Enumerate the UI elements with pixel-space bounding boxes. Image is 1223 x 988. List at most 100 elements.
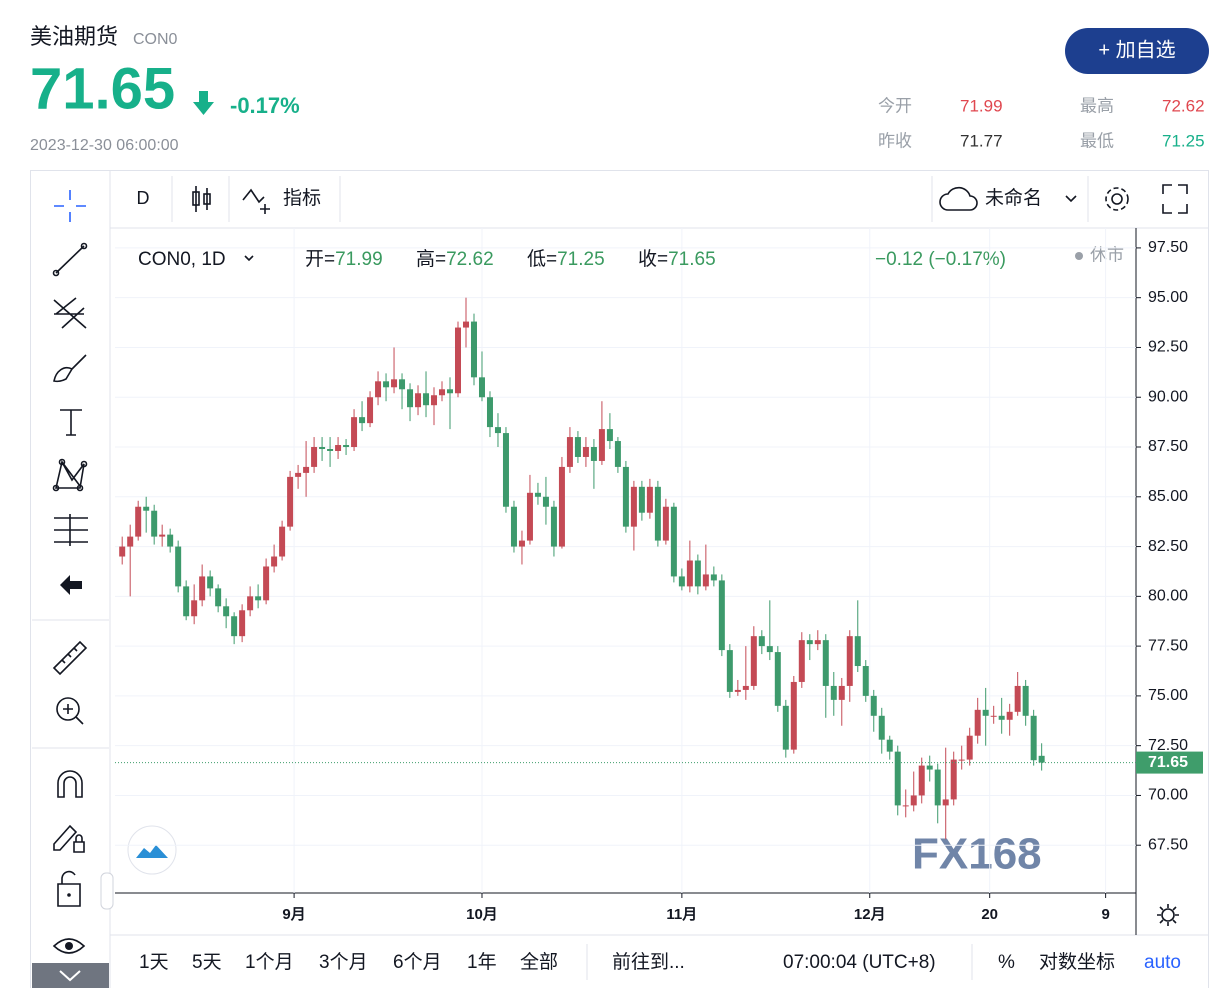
candle-body — [678, 576, 685, 587]
legend-label: 收= — [638, 248, 668, 270]
symbol-chevron — [244, 255, 254, 262]
lock-drawing-tool[interactable] — [53, 824, 85, 853]
goto-button[interactable]: 前往到... — [612, 951, 685, 973]
candle-body — [1038, 755, 1045, 763]
zoom-tool[interactable] — [56, 697, 84, 725]
candle-body — [439, 389, 446, 396]
candle-body — [718, 580, 725, 651]
collapse-handle[interactable] — [100, 872, 114, 910]
candle-body — [343, 445, 350, 448]
candle-body — [167, 534, 174, 547]
candle-body — [431, 395, 438, 406]
range-button[interactable]: 1年 — [467, 951, 497, 973]
candle-body — [598, 429, 605, 461]
watermark: FX168 — [912, 830, 1042, 879]
range-button[interactable]: 1天 — [139, 952, 169, 973]
broker-logo[interactable] — [127, 825, 177, 875]
candle-body — [814, 640, 821, 645]
x-tick-label: 11月 — [666, 906, 697, 923]
candle-body — [239, 610, 246, 637]
range-button[interactable]: 5天 — [192, 952, 222, 973]
auto-toggle[interactable]: auto — [1144, 952, 1181, 973]
candle-body — [534, 492, 541, 497]
log-toggle[interactable]: 对数坐标 — [1039, 951, 1115, 973]
candle-body — [399, 379, 406, 390]
candle-body — [558, 466, 565, 547]
candle-body — [758, 636, 765, 647]
text-tool[interactable] — [60, 409, 82, 436]
candle-body — [998, 715, 1005, 720]
x-tick-label: 9 — [1101, 906, 1109, 923]
y-tick-label: 90.00 — [1148, 388, 1188, 405]
candle-body — [367, 397, 374, 424]
add-watchlist-button[interactable]: + 加自选 — [1065, 28, 1209, 74]
visibility-tool[interactable] — [52, 938, 86, 954]
stat-label: 最高 — [1080, 96, 1114, 115]
candle-body — [510, 506, 517, 547]
last-price-box — [1136, 751, 1203, 774]
interval-button[interactable]: D — [137, 188, 150, 208]
candle-body — [918, 765, 925, 796]
candle-body — [542, 496, 549, 507]
chart-type-button[interactable] — [192, 186, 211, 212]
candle-body — [830, 685, 837, 700]
candle-body — [151, 510, 158, 537]
candle-body — [766, 646, 773, 653]
candle-body — [982, 709, 989, 716]
candle-body — [135, 506, 142, 537]
candle-body — [550, 506, 557, 547]
candle-body — [878, 715, 885, 740]
ruler-tool[interactable] — [52, 640, 88, 676]
brush-tool[interactable] — [53, 354, 87, 383]
candle-body — [526, 492, 533, 541]
axis-settings-button[interactable] — [1157, 904, 1179, 926]
instrument-code: CON0 — [133, 31, 178, 48]
candle-body — [710, 574, 717, 581]
candle-body — [686, 560, 693, 587]
fullscreen-button[interactable] — [1162, 184, 1188, 214]
candle-body — [199, 576, 206, 601]
indicators-button[interactable]: 指标 — [242, 187, 321, 214]
lock-tool[interactable] — [57, 870, 81, 907]
status-dot — [1075, 252, 1083, 260]
pitchfork-tool[interactable] — [53, 297, 87, 329]
stat-label: 最低 — [1080, 131, 1114, 150]
candle-body — [822, 640, 829, 686]
line-tool[interactable] — [52, 242, 88, 277]
candle-body — [454, 327, 461, 394]
price: 71.65 — [30, 56, 175, 121]
percent-toggle[interactable]: % — [998, 952, 1015, 973]
range-button[interactable]: 全部 — [520, 951, 558, 973]
fib-tool[interactable] — [54, 514, 88, 546]
magnet-tool[interactable] — [57, 770, 83, 798]
button-label: + 加自选 — [1098, 38, 1175, 61]
settings-button[interactable] — [1105, 187, 1129, 211]
pattern-tool[interactable] — [52, 458, 88, 492]
grid — [115, 228, 1136, 893]
collapse-button[interactable] — [32, 963, 109, 988]
back-arrow[interactable] — [60, 575, 82, 595]
candle-body — [670, 506, 677, 577]
button-bg — [1065, 28, 1209, 74]
y-tick-label: 85.00 — [1148, 488, 1188, 505]
candle-body — [375, 381, 382, 398]
layout-button[interactable]: 未命名 — [939, 186, 1077, 211]
candle-body — [950, 759, 957, 800]
candle-body — [630, 486, 637, 527]
logo-mark — [136, 845, 168, 858]
instrument-name: 美油期货 — [30, 24, 118, 49]
candle-body — [646, 486, 653, 513]
symbol-label[interactable]: CON0, 1D — [138, 249, 226, 270]
candle-body — [247, 596, 254, 611]
range-button[interactable]: 1个月 — [245, 951, 294, 973]
candle-body — [702, 574, 709, 587]
range-button[interactable]: 6个月 — [393, 951, 442, 973]
candle-body — [263, 566, 270, 601]
legend-item: 低=71.25 — [527, 248, 605, 270]
range-button[interactable]: 3个月 — [319, 951, 368, 973]
y-tick-label: 75.00 — [1148, 687, 1188, 704]
crosshair-tool[interactable] — [54, 190, 86, 222]
candle-body — [415, 393, 422, 408]
legend-label: 开= — [305, 249, 335, 270]
